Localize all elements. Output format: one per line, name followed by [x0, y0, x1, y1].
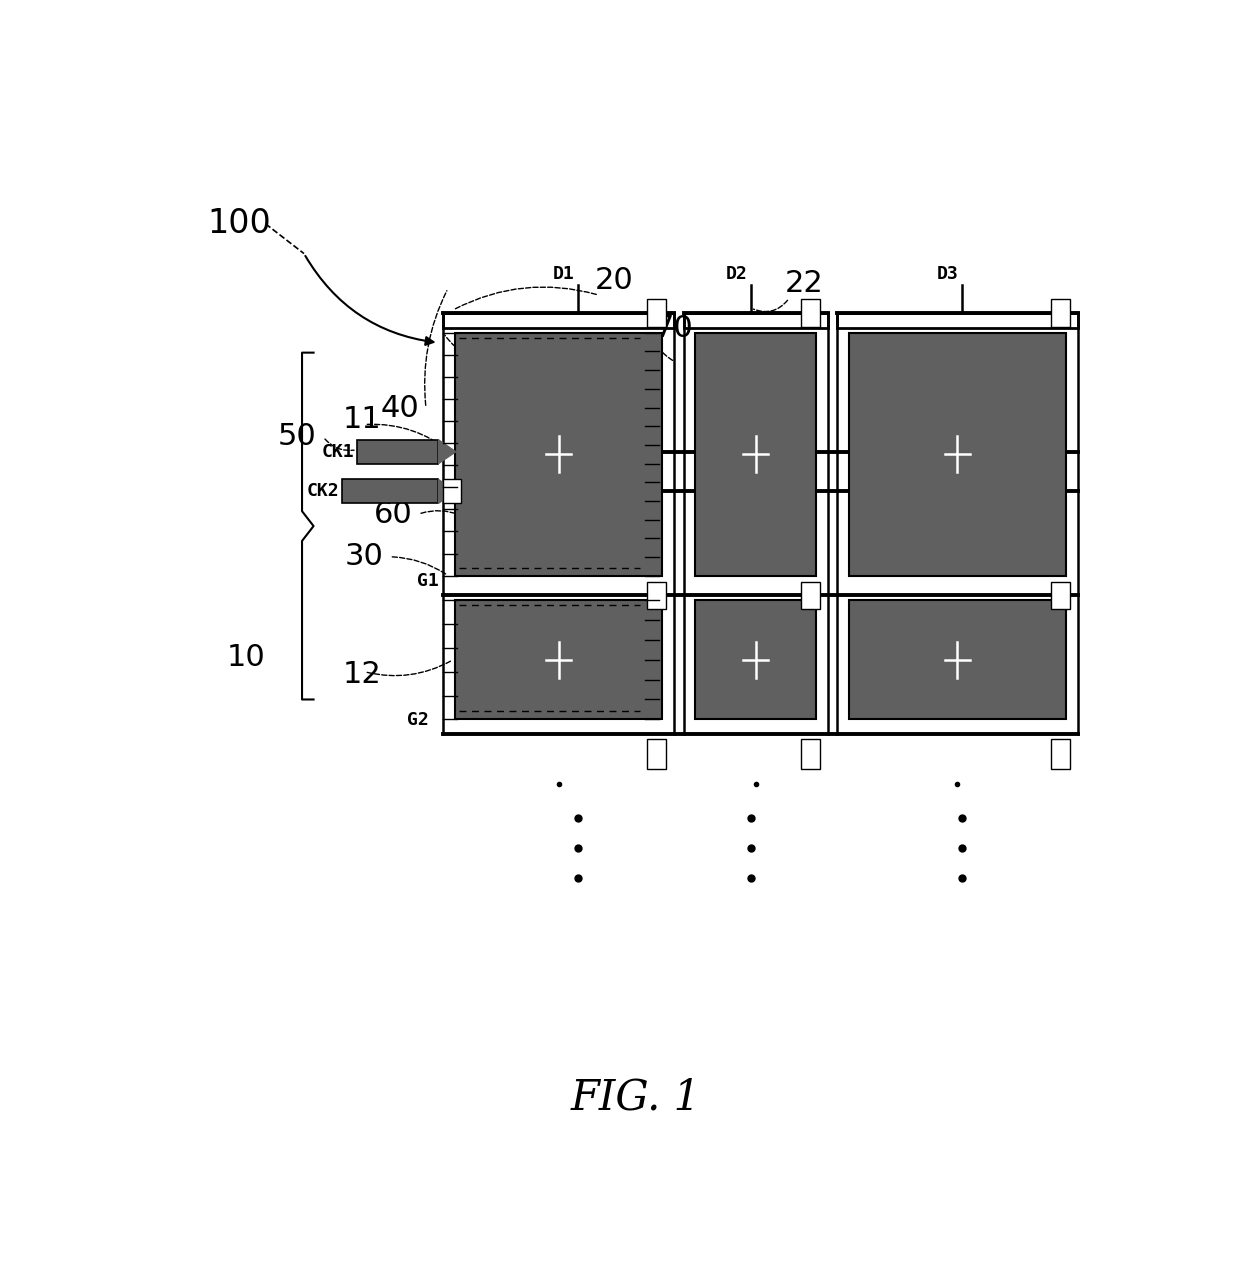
Bar — [801, 582, 820, 609]
Text: D2: D2 — [725, 265, 748, 283]
Text: 30: 30 — [345, 542, 383, 571]
Bar — [683, 313, 828, 328]
Text: D3: D3 — [937, 265, 959, 283]
Text: 100: 100 — [208, 207, 272, 241]
Bar — [696, 333, 816, 575]
Bar — [342, 480, 439, 503]
Text: G2: G2 — [407, 712, 429, 730]
Text: 70: 70 — [655, 314, 693, 342]
Text: CK2: CK2 — [306, 483, 340, 501]
Text: 50: 50 — [278, 422, 316, 452]
Bar — [696, 600, 816, 719]
Bar — [444, 313, 675, 328]
Bar — [647, 582, 666, 609]
Bar — [849, 333, 1066, 575]
Text: 21: 21 — [455, 345, 494, 375]
Polygon shape — [439, 480, 456, 503]
Bar — [1050, 299, 1070, 327]
Bar — [357, 440, 439, 463]
Bar — [1050, 739, 1070, 768]
Bar — [455, 600, 662, 719]
Text: FIG. 1: FIG. 1 — [570, 1077, 701, 1118]
Bar — [647, 299, 666, 327]
Bar — [647, 739, 666, 768]
Bar — [444, 480, 460, 503]
Bar — [837, 313, 1078, 328]
Text: 60: 60 — [373, 499, 413, 529]
Text: CK1: CK1 — [321, 443, 353, 461]
Text: D1: D1 — [553, 265, 574, 283]
Bar — [801, 299, 820, 327]
Text: G1: G1 — [417, 573, 439, 591]
Polygon shape — [439, 440, 456, 463]
Text: 20: 20 — [595, 266, 634, 295]
Bar — [1050, 582, 1070, 609]
Bar — [801, 739, 820, 768]
Text: 22: 22 — [785, 269, 823, 299]
Bar — [849, 600, 1066, 719]
Bar — [455, 333, 662, 575]
Text: 10: 10 — [227, 644, 265, 672]
Text: 40: 40 — [381, 394, 419, 422]
Text: 12: 12 — [342, 660, 381, 690]
Text: 11: 11 — [342, 405, 381, 434]
